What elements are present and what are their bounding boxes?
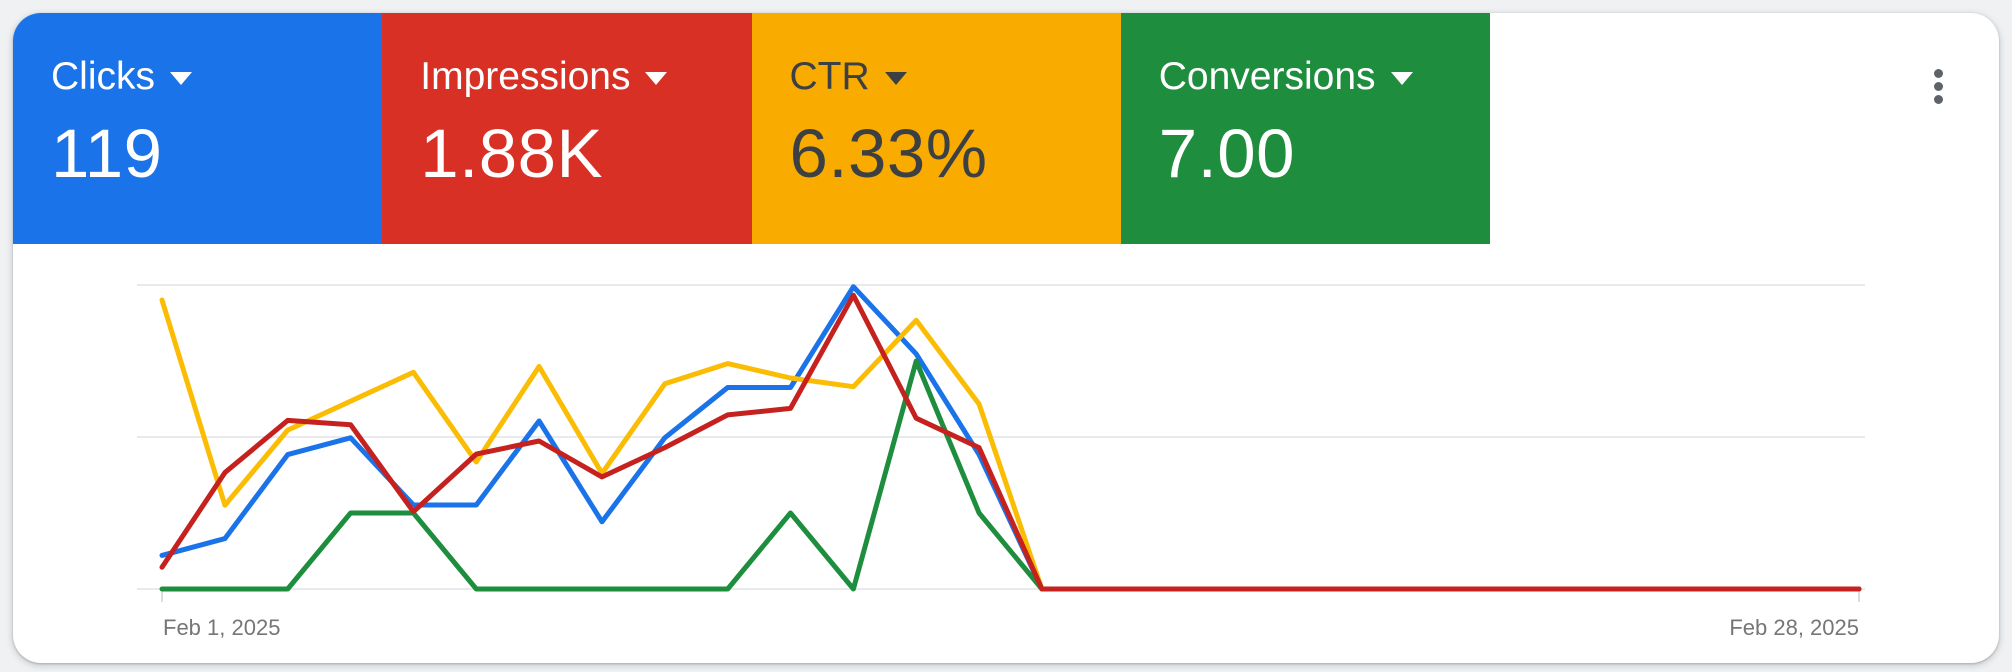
metric-value-ctr: 6.33%: [789, 115, 988, 192]
dropdown-arrow-icon[interactable]: [645, 72, 668, 85]
line-conversions: [159, 358, 1862, 592]
more-options-icon: [1933, 68, 1943, 78]
metric-label-clicks: Clicks: [51, 55, 155, 98]
metric-card-clicks[interactable]: Clicks 119: [13, 13, 383, 244]
metric-card-impressions[interactable]: Impressions 1.88K: [382, 13, 752, 244]
dropdown-arrow-icon[interactable]: [170, 72, 192, 85]
x-axis-label-end: Feb 28, 2025: [1729, 615, 1859, 640]
x-axis-label-start: Feb 1, 2025: [163, 615, 280, 640]
metric-value-conversions: 7.00: [1158, 115, 1296, 192]
more-options-button[interactable]: [1918, 62, 1958, 110]
more-options-icon: [1933, 94, 1943, 104]
metric-label-ctr: CTR: [789, 55, 870, 98]
metric-card-conversions[interactable]: Conversions 7.00: [1120, 13, 1490, 244]
chart-area: Feb 1, 2025 Feb 28, 2025: [137, 284, 1865, 640]
line-impressions: [159, 292, 1862, 592]
metric-card-ctr[interactable]: CTR 6.33%: [751, 13, 1121, 244]
metric-value-clicks: 119: [51, 115, 163, 192]
more-options-icon: [1933, 81, 1943, 91]
line-ctr: [159, 297, 1862, 592]
dropdown-arrow-icon[interactable]: [884, 72, 907, 85]
overview-card: Clicks 119 Impressions 1.88K CTR 6.33% C…: [13, 13, 1999, 663]
metric-label-conversions: Conversions: [1158, 55, 1376, 98]
metric-cards-row: Clicks 119 Impressions 1.88K CTR 6.33% C…: [13, 13, 1490, 244]
dropdown-arrow-icon[interactable]: [1390, 72, 1413, 85]
metric-value-impressions: 1.88K: [420, 115, 604, 192]
metric-label-impressions: Impressions: [420, 55, 631, 98]
